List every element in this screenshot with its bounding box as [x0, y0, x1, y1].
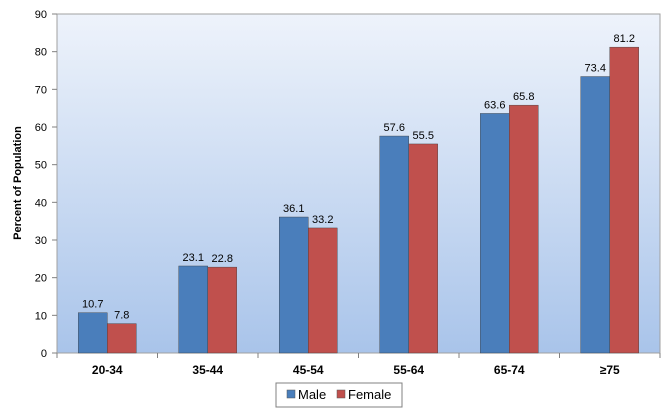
axes-layer: 20-34 35-44 45-54 55-64 65-74 ≥75 0 10 20 30 40 50 6… [35, 9, 661, 377]
bar-male-1 [178, 265, 208, 354]
y-axis-title: Percent of Population [12, 126, 24, 240]
bars-layer [78, 46, 639, 354]
y-tick-label-3: 30 [35, 235, 47, 247]
bar-female-0 [107, 323, 137, 354]
bar-female-2 [308, 227, 338, 354]
data-label-female-3: 55.5 [413, 130, 434, 142]
y-tick-label-7: 70 [35, 84, 47, 96]
y-tick-label-4: 40 [35, 197, 47, 209]
data-label-male-4: 63.6 [484, 99, 505, 111]
x-tick-label-5: ≥75 [600, 363, 620, 377]
data-label-female-4: 65.8 [513, 91, 534, 103]
y-tick-label-1: 10 [35, 310, 47, 322]
legend-label-female: Female [348, 387, 391, 402]
legend-swatch-female [336, 389, 346, 399]
data-label-male-5: 73.4 [585, 63, 606, 75]
data-labels-layer: 10.7 7.8 23.1 22.8 36.1 33.2 57.6 55.5 63.6 65.8 7… [82, 33, 635, 321]
y-tick-label-2: 20 [35, 273, 47, 285]
x-tick-label-3: 55-64 [393, 363, 424, 377]
bar-female-4 [509, 104, 539, 354]
data-label-female-0: 7.8 [114, 310, 129, 322]
bar-male-0 [78, 312, 108, 354]
y-tick-label-5: 50 [35, 160, 47, 172]
y-tick-label-9: 90 [35, 9, 47, 21]
bar-male-2 [279, 216, 309, 354]
plot-area [56, 13, 661, 354]
y-tick-label-0: 0 [41, 348, 47, 360]
data-label-female-2: 33.2 [312, 214, 333, 226]
bar-female-5 [609, 46, 639, 354]
bar-female-1 [207, 266, 237, 354]
y-tick-label-6: 60 [35, 122, 47, 134]
x-tick-label-4: 65-74 [494, 363, 525, 377]
legend-swatch-male [286, 389, 296, 399]
y-tick-label-8: 80 [35, 47, 47, 59]
bar-male-4 [480, 113, 510, 354]
data-label-female-1: 22.8 [212, 253, 233, 265]
x-tick-label-0: 20-34 [92, 363, 123, 377]
data-label-male-1: 23.1 [183, 252, 204, 264]
data-label-male-3: 57.6 [384, 122, 405, 134]
data-label-male-2: 36.1 [283, 203, 304, 215]
x-tick-label-2: 45-54 [293, 363, 324, 377]
legend-label-male: Male [298, 387, 326, 402]
data-label-male-0: 10.7 [82, 299, 103, 311]
bar-male-5 [580, 76, 610, 354]
x-tick-label-1: 35-44 [192, 363, 223, 377]
bar-male-3 [379, 135, 409, 354]
data-label-female-5: 81.2 [614, 33, 635, 45]
legend: Male Female [275, 382, 403, 408]
bar-female-3 [408, 143, 438, 354]
